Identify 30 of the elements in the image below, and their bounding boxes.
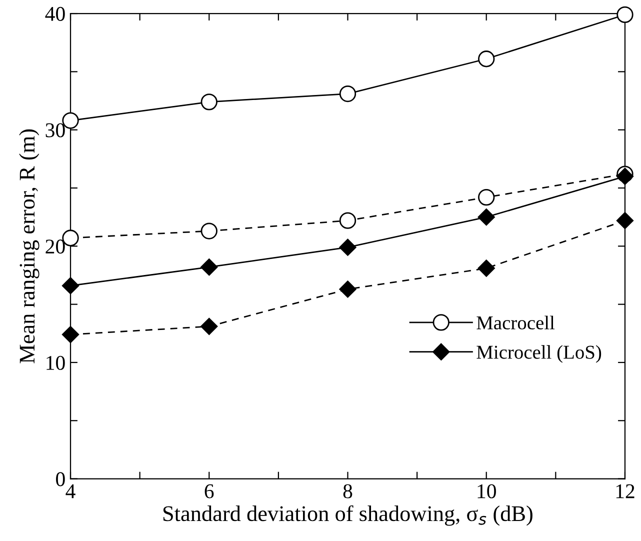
y-tick-label: 30	[46, 123, 65, 138]
legend-label: Microcell (LoS)	[476, 345, 602, 363]
x-tick-label: 8	[343, 484, 352, 498]
x-tick-label: 12	[616, 484, 634, 498]
point	[200, 94, 218, 110]
point	[339, 238, 356, 256]
point	[478, 188, 495, 206]
point	[200, 222, 218, 240]
y-axis-title: Mean ranging error, R (m)	[19, 129, 40, 364]
point	[339, 212, 356, 229]
point	[616, 212, 634, 230]
point	[200, 258, 218, 276]
y-tick-label: 20	[46, 240, 65, 254]
point	[478, 260, 495, 277]
point	[339, 280, 356, 298]
legend-label: Macrocell	[476, 316, 555, 330]
point	[62, 326, 80, 344]
point	[339, 85, 356, 102]
y-tick-label: 10	[46, 356, 65, 370]
point	[478, 50, 495, 68]
point	[62, 277, 80, 294]
x-tick-label: 6	[204, 484, 214, 498]
point	[200, 318, 218, 335]
x-tick-label: 10	[478, 484, 496, 498]
x-axis-title: Standard deviation of shadowing, σ$_{s}$ (dB)	[163, 505, 532, 526]
point	[616, 6, 634, 24]
x-tick-label: 4	[66, 484, 76, 498]
point	[478, 208, 495, 226]
y-tick-label: 0	[56, 472, 65, 486]
y-tick-label: 40	[45, 6, 65, 21]
